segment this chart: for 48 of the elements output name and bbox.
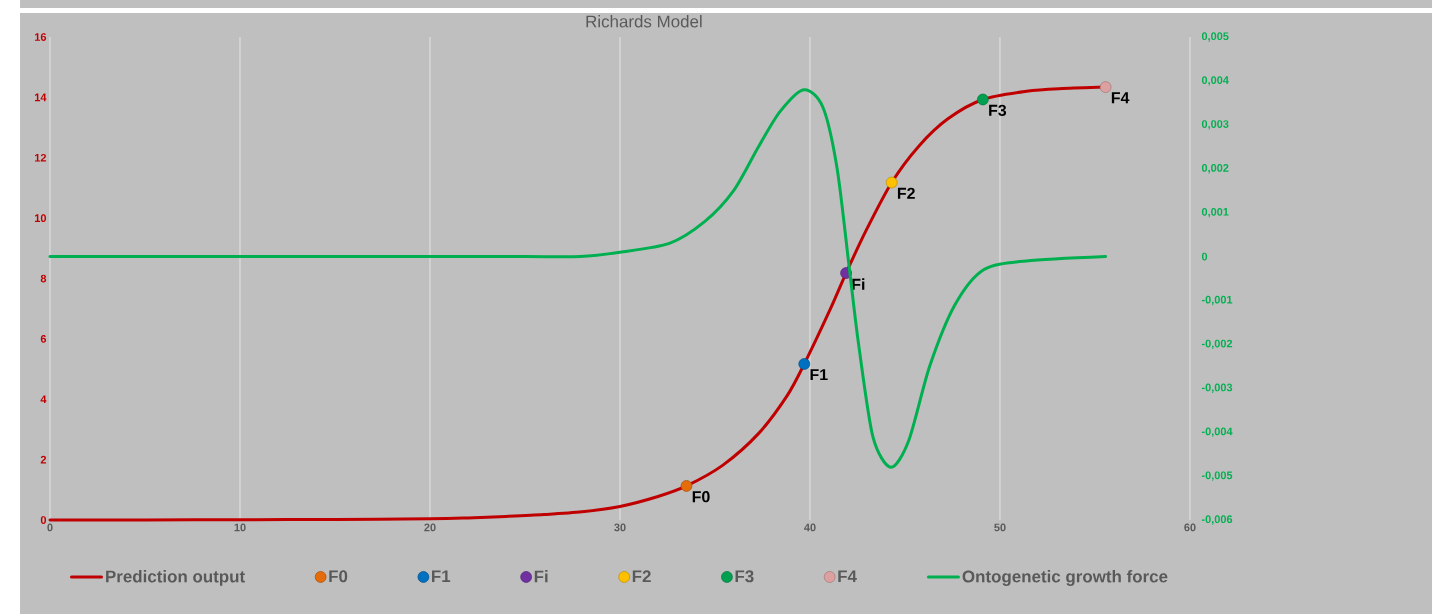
y2-tick-label: 0,003	[1201, 120, 1229, 130]
legend-label: F4	[838, 570, 857, 583]
y-tick-label: 2	[40, 455, 47, 464]
y2-tick-label: 0	[1201, 252, 1208, 261]
legend-label: F3	[735, 570, 754, 583]
text: F1	[810, 369, 828, 381]
chart-title: Richards Model	[586, 15, 702, 28]
y2-tick-label: 0,005	[1201, 32, 1229, 42]
legend-label: F0	[329, 570, 348, 583]
y2-tick-label: -0,003	[1201, 383, 1233, 393]
point	[798, 358, 811, 370]
y2-tick-label: -0,005	[1201, 471, 1233, 481]
text: F2	[897, 187, 915, 199]
text: Fi	[852, 278, 865, 290]
x-tick-label: 40	[804, 523, 816, 532]
y-tick-label: 0	[40, 516, 47, 524]
text: F3	[989, 104, 1007, 116]
y2-tick-label: 0,001	[1201, 207, 1229, 218]
legend-label: Ontogenetic growth force	[962, 570, 1168, 586]
point	[885, 176, 898, 189]
x-tick-label: 50	[994, 523, 1006, 532]
y-tick-label: 16	[34, 33, 47, 41]
y2-tick-label: -0,001	[1201, 295, 1233, 306]
y2-tick-label: -0,004	[1201, 427, 1233, 437]
y-tick-label: 10	[34, 214, 47, 222]
legend-label: Prediction output	[106, 570, 245, 586]
legend-label: F2	[632, 570, 651, 583]
legend-label: Fi	[534, 570, 548, 583]
y-tick-label: 14	[34, 93, 47, 102]
y-tick-label: 8	[40, 274, 47, 283]
y2-tick-label: 0,004	[1201, 76, 1229, 86]
y-tick-label: 6	[40, 335, 47, 343]
y2-tick-label: -0,002	[1201, 339, 1233, 350]
x-tick-label: 10	[234, 523, 246, 532]
text: F4	[1111, 92, 1130, 104]
y-tick-label: 4	[40, 395, 47, 404]
y2-tick-label: 0,002	[1201, 164, 1229, 174]
text: F0	[692, 491, 710, 503]
y-tick-label: 12	[34, 153, 47, 162]
x-tick-label: 0	[47, 523, 53, 532]
point	[680, 480, 693, 492]
x-tick-label: 30	[614, 523, 626, 532]
point	[977, 93, 989, 106]
legend-label: F1	[432, 570, 451, 583]
x-tick-label: 60	[1184, 523, 1196, 532]
x-tick-label: 20	[424, 523, 436, 532]
y2-tick-label: -0,006	[1201, 515, 1233, 525]
point	[1099, 81, 1112, 93]
